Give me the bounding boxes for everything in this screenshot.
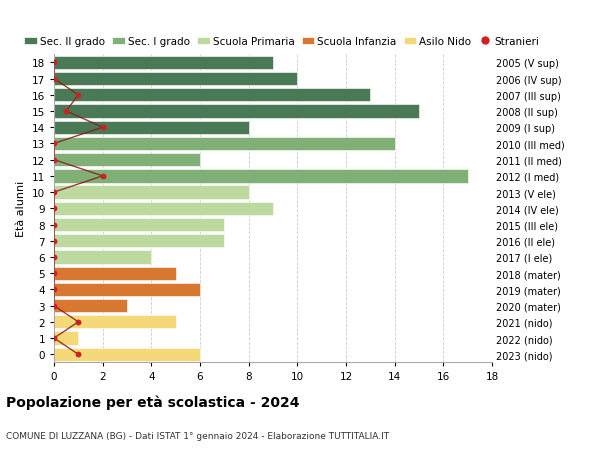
Bar — [54, 332, 79, 345]
Bar — [54, 56, 273, 70]
Bar — [54, 267, 176, 280]
Point — [49, 205, 59, 213]
Point — [74, 319, 83, 326]
Bar — [54, 202, 273, 215]
Point — [98, 173, 107, 180]
Point — [49, 60, 59, 67]
Bar — [54, 315, 176, 329]
Text: COMUNE DI LUZZANA (BG) - Dati ISTAT 1° gennaio 2024 - Elaborazione TUTTITALIA.IT: COMUNE DI LUZZANA (BG) - Dati ISTAT 1° g… — [6, 431, 389, 441]
Bar — [54, 218, 224, 232]
Bar — [54, 154, 200, 167]
Bar — [54, 89, 370, 102]
Bar — [54, 235, 224, 248]
Point — [49, 157, 59, 164]
Point — [74, 92, 83, 99]
Point — [49, 286, 59, 293]
Bar — [54, 170, 467, 183]
Point — [98, 124, 107, 132]
Bar — [54, 251, 151, 264]
Text: Popolazione per età scolastica - 2024: Popolazione per età scolastica - 2024 — [6, 395, 299, 409]
Bar — [54, 283, 200, 297]
Point — [61, 108, 71, 115]
Y-axis label: Età alunni: Età alunni — [16, 181, 26, 237]
Bar — [54, 73, 298, 86]
Bar — [54, 137, 395, 151]
Point — [49, 270, 59, 277]
Bar — [54, 121, 248, 134]
Point — [49, 238, 59, 245]
Point — [49, 302, 59, 310]
Point — [49, 254, 59, 261]
Point — [49, 76, 59, 83]
Point — [49, 335, 59, 342]
Point — [49, 140, 59, 148]
Bar — [54, 105, 419, 118]
Point — [49, 189, 59, 196]
Bar — [54, 348, 200, 361]
Bar — [54, 186, 248, 199]
Bar — [54, 299, 127, 313]
Point — [49, 221, 59, 229]
Point — [74, 351, 83, 358]
Legend: Sec. II grado, Sec. I grado, Scuola Primaria, Scuola Infanzia, Asilo Nido, Stran: Sec. II grado, Sec. I grado, Scuola Prim… — [24, 37, 539, 47]
